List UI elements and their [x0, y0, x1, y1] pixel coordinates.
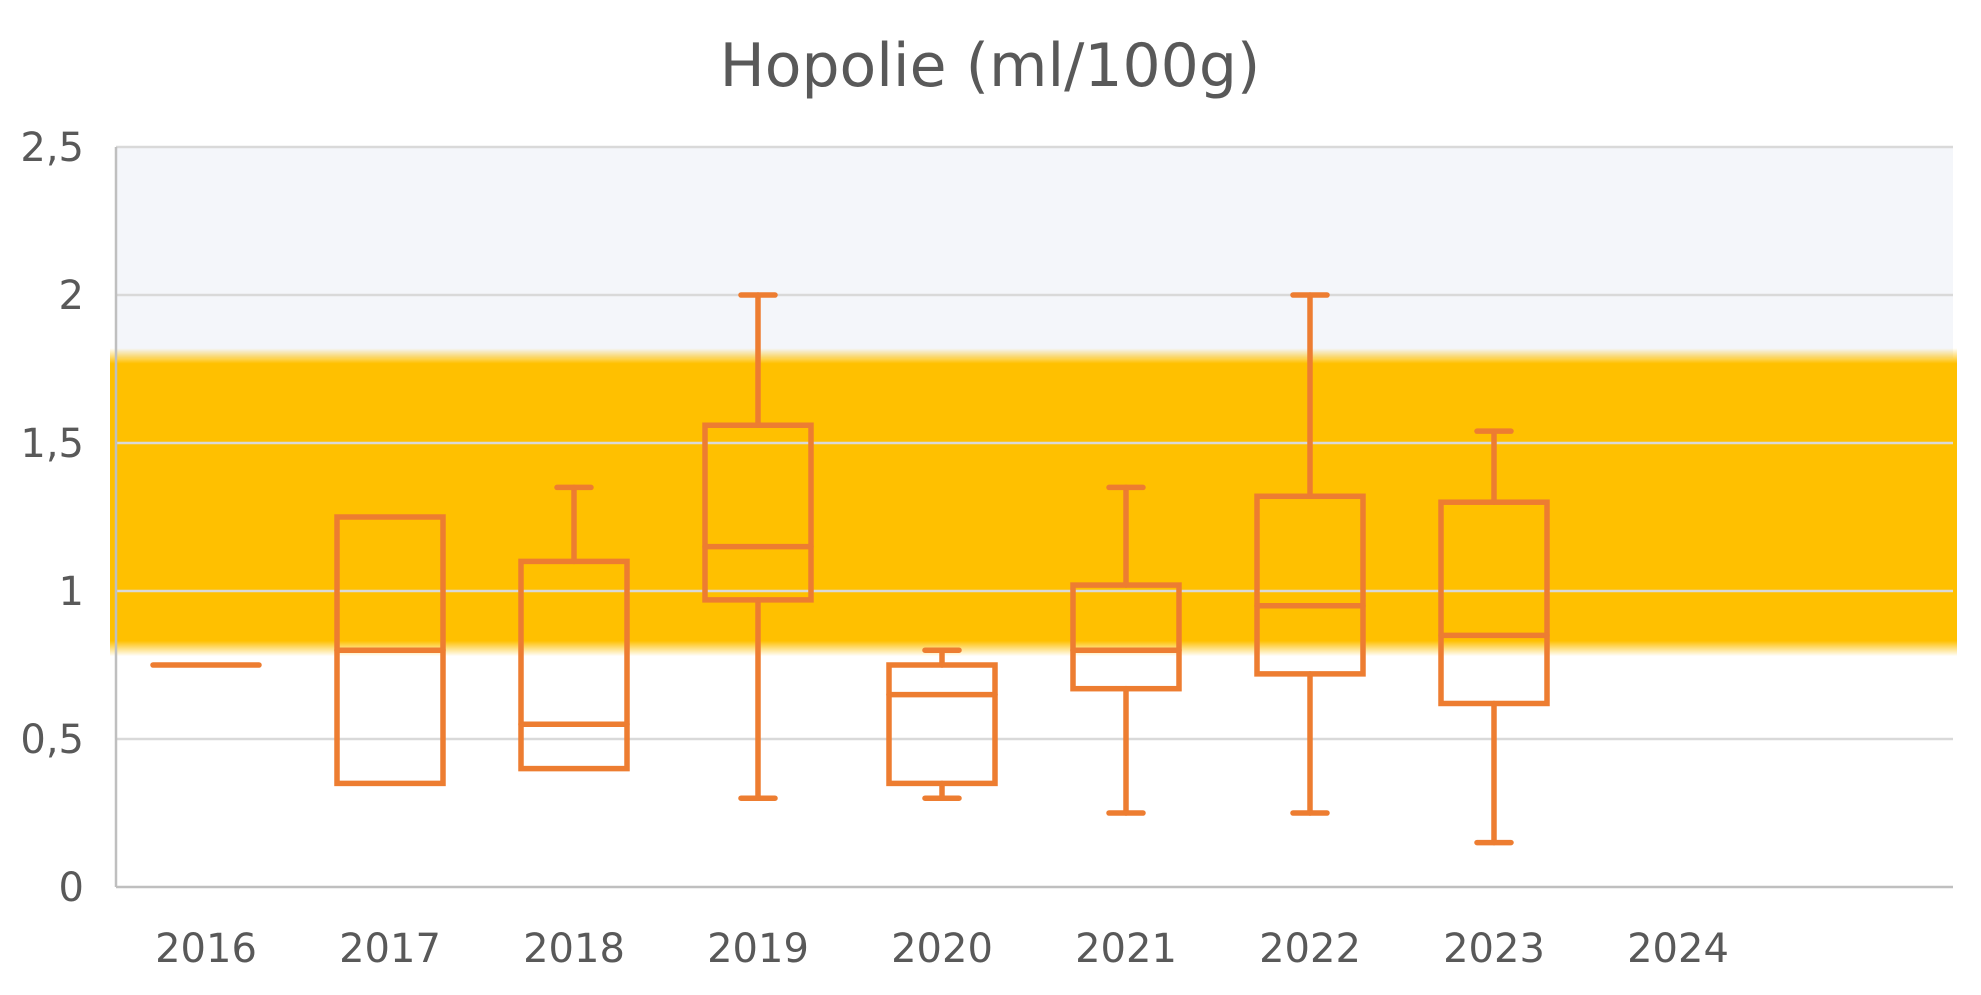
box-series	[150, 292, 1550, 846]
x-tick-label: 2019	[707, 926, 809, 972]
y-tick-label: 1	[59, 569, 84, 615]
x-tick-label: 2018	[523, 926, 625, 972]
box-2018	[518, 484, 630, 772]
box-2023	[1438, 428, 1550, 846]
gridlines	[116, 145, 1953, 741]
box-2020	[886, 647, 998, 801]
box-2019	[702, 292, 814, 801]
x-tick-label: 2016	[155, 926, 257, 972]
iqr-box	[886, 662, 998, 787]
x-tick-label: 2022	[1259, 926, 1361, 972]
box-2022	[1254, 292, 1366, 816]
chart-title: Hopolie (ml/100g)	[720, 31, 1261, 101]
y-tick-label: 1,5	[20, 421, 84, 467]
y-tick-label: 2	[59, 273, 84, 319]
iqr-box	[702, 422, 814, 603]
y-tick-label: 0,5	[20, 717, 84, 763]
iqr-box	[518, 558, 630, 772]
x-tick-label: 2020	[891, 926, 993, 972]
y-tick-label: 2,5	[20, 125, 84, 171]
x-tick-labels: 2016 2017 2018 2019 2020 2021 2022 2023 2024	[155, 926, 1729, 972]
box-2017	[334, 514, 446, 787]
iqr-box	[1070, 582, 1182, 692]
y-tick-labels: 0 0,5 1 1,5 2 2,5	[20, 125, 84, 911]
x-tick-label: 2024	[1627, 926, 1729, 972]
reference-band	[110, 348, 1957, 657]
iqr-box	[1254, 493, 1366, 677]
x-tick-label: 2017	[339, 926, 441, 972]
x-tick-label: 2023	[1443, 926, 1545, 972]
iqr-box	[1438, 499, 1550, 707]
y-tick-label: 0	[59, 865, 84, 911]
box-2021	[1070, 484, 1182, 816]
upper-background-area	[116, 147, 1953, 359]
x-tick-label: 2021	[1075, 926, 1177, 972]
